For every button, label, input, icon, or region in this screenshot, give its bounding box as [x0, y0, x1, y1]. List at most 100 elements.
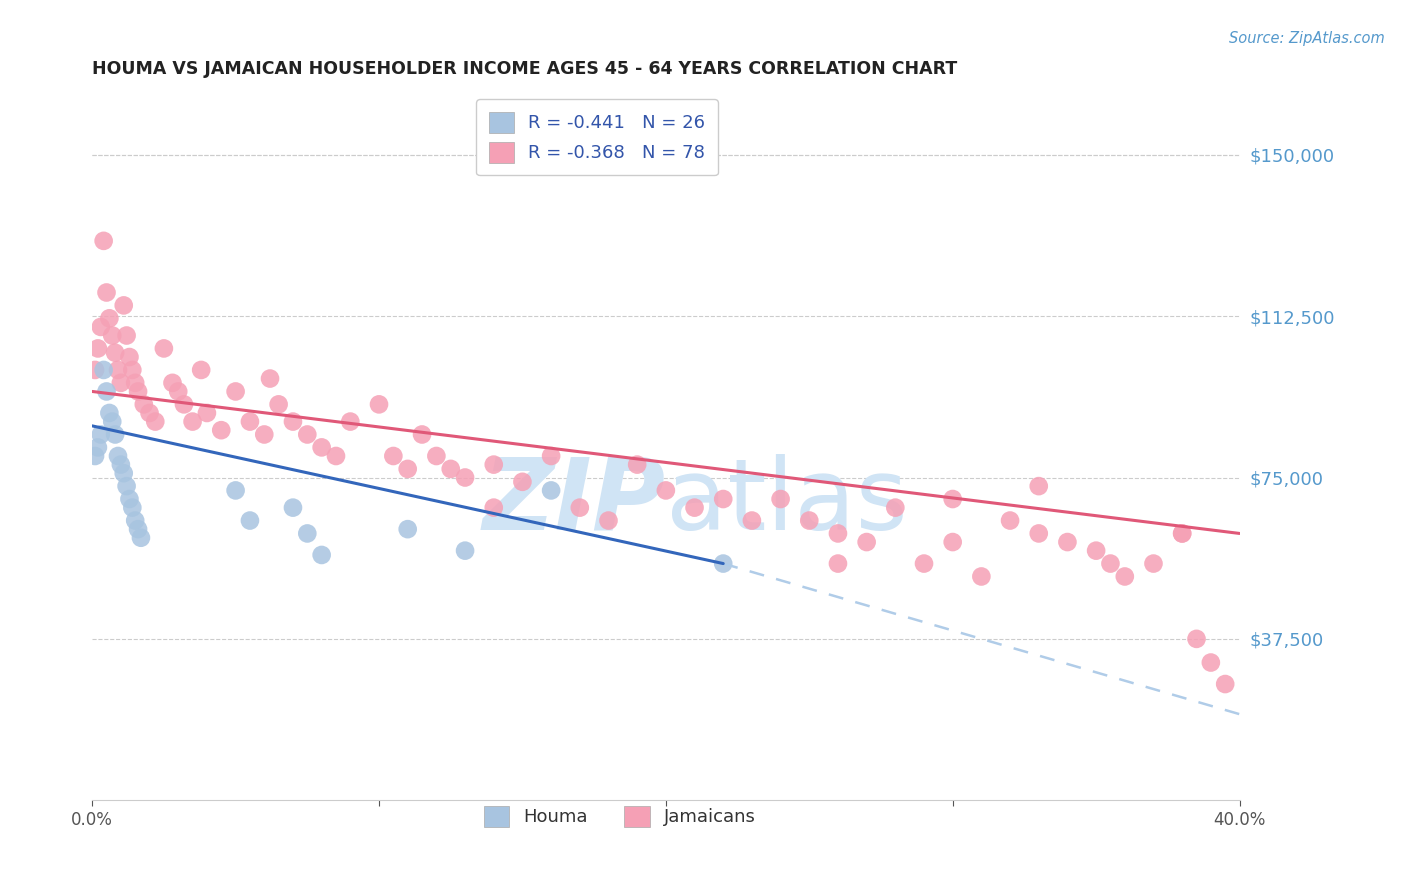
- Point: [107, 363, 129, 377]
- Point: [101, 415, 124, 429]
- Point: [454, 470, 477, 484]
- Point: [93, 234, 115, 248]
- Point: [96, 384, 118, 399]
- Point: [325, 449, 347, 463]
- Point: [1171, 526, 1194, 541]
- Text: HOUMA VS JAMAICAN HOUSEHOLDER INCOME AGES 45 - 64 YEARS CORRELATION CHART: HOUMA VS JAMAICAN HOUSEHOLDER INCOME AGE…: [93, 60, 957, 78]
- Point: [281, 500, 304, 515]
- Point: [153, 342, 176, 356]
- Point: [540, 483, 562, 498]
- Point: [115, 479, 138, 493]
- Point: [112, 298, 135, 312]
- Point: [259, 371, 281, 385]
- Point: [884, 500, 907, 515]
- Point: [124, 376, 146, 390]
- Point: [683, 500, 706, 515]
- Point: [1171, 526, 1194, 541]
- Point: [482, 458, 505, 472]
- Point: [118, 491, 141, 506]
- Point: [90, 427, 112, 442]
- Point: [209, 423, 232, 437]
- Text: atlas: atlas: [666, 453, 907, 550]
- Point: [1028, 526, 1050, 541]
- Point: [396, 522, 419, 536]
- Point: [162, 376, 184, 390]
- Point: [482, 500, 505, 515]
- Point: [127, 384, 149, 399]
- Point: [110, 458, 132, 472]
- Point: [711, 491, 734, 506]
- Point: [827, 526, 849, 541]
- Point: [297, 427, 319, 442]
- Point: [297, 526, 319, 541]
- Point: [112, 467, 135, 481]
- Point: [1199, 656, 1222, 670]
- Point: [87, 441, 110, 455]
- Point: [173, 397, 195, 411]
- Point: [84, 449, 107, 463]
- Point: [121, 500, 143, 515]
- Point: [440, 462, 463, 476]
- Point: [190, 363, 212, 377]
- Point: [970, 569, 993, 583]
- Point: [454, 543, 477, 558]
- Point: [84, 363, 107, 377]
- Point: [598, 514, 620, 528]
- Point: [339, 415, 361, 429]
- Point: [87, 342, 110, 356]
- Point: [912, 557, 935, 571]
- Point: [942, 491, 965, 506]
- Point: [98, 406, 121, 420]
- Point: [769, 491, 792, 506]
- Point: [396, 462, 419, 476]
- Point: [1099, 557, 1122, 571]
- Point: [110, 376, 132, 390]
- Point: [127, 522, 149, 536]
- Point: [104, 345, 127, 359]
- Point: [311, 441, 333, 455]
- Point: [626, 458, 648, 472]
- Point: [239, 415, 262, 429]
- Point: [1028, 479, 1050, 493]
- Point: [1056, 535, 1078, 549]
- Point: [311, 548, 333, 562]
- Point: [998, 514, 1021, 528]
- Point: [267, 397, 290, 411]
- Point: [1142, 557, 1164, 571]
- Point: [239, 514, 262, 528]
- Point: [225, 384, 247, 399]
- Point: [107, 449, 129, 463]
- Point: [425, 449, 447, 463]
- Point: [411, 427, 433, 442]
- Point: [167, 384, 190, 399]
- Point: [129, 531, 152, 545]
- Point: [195, 406, 218, 420]
- Point: [143, 415, 166, 429]
- Point: [540, 449, 562, 463]
- Point: [118, 350, 141, 364]
- Point: [225, 483, 247, 498]
- Legend: Houma, Jamaicans: Houma, Jamaicans: [477, 798, 763, 834]
- Point: [181, 415, 204, 429]
- Point: [799, 514, 821, 528]
- Point: [132, 397, 155, 411]
- Point: [1114, 569, 1136, 583]
- Point: [90, 319, 112, 334]
- Point: [741, 514, 763, 528]
- Point: [121, 363, 143, 377]
- Text: Source: ZipAtlas.com: Source: ZipAtlas.com: [1229, 31, 1385, 46]
- Point: [104, 427, 127, 442]
- Point: [281, 415, 304, 429]
- Point: [1213, 677, 1236, 691]
- Point: [138, 406, 160, 420]
- Point: [253, 427, 276, 442]
- Point: [101, 328, 124, 343]
- Point: [96, 285, 118, 300]
- Point: [93, 363, 115, 377]
- Text: ZIP: ZIP: [482, 453, 666, 550]
- Point: [382, 449, 405, 463]
- Point: [1085, 543, 1108, 558]
- Point: [98, 311, 121, 326]
- Point: [568, 500, 591, 515]
- Point: [115, 328, 138, 343]
